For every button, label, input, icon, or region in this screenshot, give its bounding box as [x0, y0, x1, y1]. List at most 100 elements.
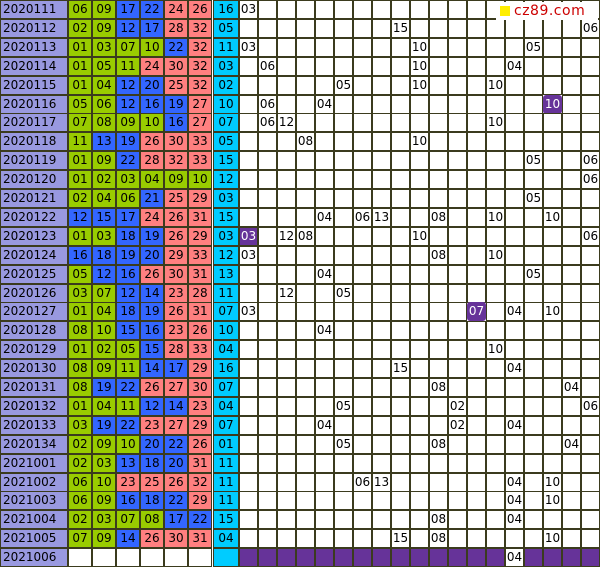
trend-cell	[239, 359, 258, 379]
trend-cell	[448, 189, 467, 208]
trend-cell	[391, 491, 410, 511]
trend-cell: 04	[505, 548, 524, 568]
trend-cell	[543, 396, 562, 416]
red-ball	[188, 548, 212, 568]
trend-cell	[296, 359, 315, 379]
trend-cell: 05	[334, 396, 353, 416]
trend-cell	[258, 18, 277, 38]
red-ball: 23	[116, 472, 140, 492]
trend-cell	[391, 132, 410, 152]
blue-ball: 07	[213, 113, 239, 133]
red-ball: 22	[116, 415, 140, 435]
trend-cell	[296, 378, 315, 397]
trend-cell	[410, 378, 429, 397]
trend-cell	[353, 113, 372, 133]
red-ball: 03	[92, 226, 116, 246]
trend-cell	[410, 472, 429, 492]
site-logo[interactable]: cz89.com	[496, 2, 598, 20]
trend-cell	[372, 396, 391, 416]
red-ball: 01	[68, 396, 92, 416]
trend-cell: 06	[258, 94, 277, 114]
blue-ball: 01	[213, 434, 239, 454]
blue-ball: 16	[213, 359, 239, 379]
trend-cell	[486, 434, 505, 454]
trend-cell	[296, 189, 315, 208]
trend-cell: 10	[543, 302, 562, 322]
trend-cell	[429, 0, 448, 19]
trend-cell	[524, 359, 543, 379]
trend-cell	[467, 472, 486, 492]
trend-cell: 05	[334, 434, 353, 454]
red-ball: 01	[68, 340, 92, 360]
table-row: 2021005 07 09 14 26 30 31 04 15 08 10	[0, 529, 600, 549]
trend-cell	[429, 396, 448, 416]
trend-cell: 08	[296, 132, 315, 152]
red-ball: 12	[140, 396, 164, 416]
trend-cell	[372, 170, 391, 190]
trend-cell	[258, 453, 277, 473]
trend-cell	[296, 37, 315, 57]
trend-cell	[296, 434, 315, 454]
trend-cell	[467, 56, 486, 76]
table-row: 2020127 01 04 18 19 26 31 07 03 07 04 10	[0, 302, 600, 322]
trend-cell	[581, 207, 600, 227]
trend-cell	[334, 113, 353, 133]
trend-cell	[448, 453, 467, 473]
trend-cell	[467, 170, 486, 190]
trend-cell	[277, 434, 296, 454]
trend-cell	[524, 321, 543, 341]
trend-cell	[429, 264, 448, 284]
trend-cell	[372, 529, 391, 549]
trend-cell: 03	[239, 37, 258, 57]
trend-cell	[486, 453, 505, 473]
table-row: 2020133 03 19 22 23 27 29 07 04 02 04	[0, 415, 600, 435]
trend-cell	[448, 170, 467, 190]
trend-cell	[448, 37, 467, 57]
trend-cell	[448, 321, 467, 341]
red-ball: 22	[116, 151, 140, 171]
trend-cell	[467, 529, 486, 549]
trend-cell	[239, 491, 258, 511]
red-ball: 19	[92, 378, 116, 397]
red-ball: 19	[140, 302, 164, 322]
trend-cell: 08	[296, 226, 315, 246]
trend-cell	[524, 396, 543, 416]
trend-cell: 03	[239, 302, 258, 322]
trend-cell: 06	[581, 396, 600, 416]
trend-cell	[448, 94, 467, 114]
trend-cell	[372, 37, 391, 57]
trend-cell	[410, 245, 429, 265]
trend-cell	[410, 283, 429, 303]
trend-cell: 06	[258, 56, 277, 76]
trend-cell	[581, 75, 600, 95]
trend-cell	[391, 548, 410, 568]
red-ball: 20	[164, 453, 188, 473]
red-ball: 30	[164, 56, 188, 76]
trend-cell: 02	[448, 396, 467, 416]
red-ball: 12	[116, 94, 140, 114]
trend-cell	[391, 151, 410, 171]
trend-cell	[334, 453, 353, 473]
trend-cell	[543, 226, 562, 246]
trend-cell	[524, 75, 543, 95]
trend-cell	[315, 529, 334, 549]
trend-cell	[581, 491, 600, 511]
trend-cell	[524, 18, 543, 38]
trend-cell	[239, 415, 258, 435]
trend-cell	[315, 359, 334, 379]
trend-cell	[562, 548, 581, 568]
blue-ball: 10	[213, 321, 239, 341]
trend-cell	[505, 264, 524, 284]
trend-cell: 04	[505, 415, 524, 435]
red-ball: 14	[116, 529, 140, 549]
trend-cell	[277, 396, 296, 416]
red-ball: 32	[188, 18, 212, 38]
trend-cell	[486, 510, 505, 530]
trend-cell	[486, 170, 505, 190]
blue-ball: 07	[213, 378, 239, 397]
trend-cell	[258, 170, 277, 190]
trend-cell	[277, 453, 296, 473]
trend-cell	[543, 264, 562, 284]
trend-cell	[467, 37, 486, 57]
trend-cell	[486, 548, 505, 568]
